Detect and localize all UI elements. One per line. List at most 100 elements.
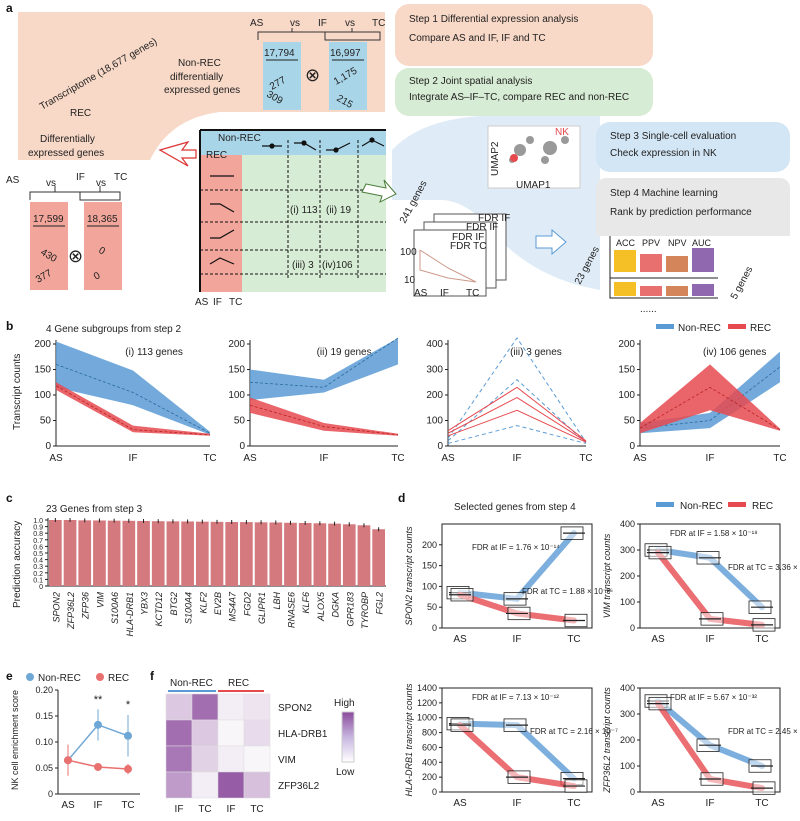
d-legend-nr-swatch (656, 502, 674, 507)
d-ytick-label: 1400 (417, 683, 437, 693)
b-ytick-label: 100 (618, 390, 635, 401)
f-row-label: SPON2 (278, 703, 312, 714)
rec-if: IF (76, 172, 85, 183)
c-ytick-label: 0.5 (33, 551, 43, 558)
d-frame-d_spon2 (441, 523, 593, 629)
e-point-REC (94, 762, 102, 771)
f-cell (191, 719, 219, 747)
grid-glyphs (209, 137, 385, 265)
c-ytick-label: 0.3 (33, 564, 43, 571)
c-ytick-label: 0.7 (33, 538, 43, 545)
c-bar (49, 520, 62, 586)
rec-right-2: 0 (92, 270, 103, 283)
ml-bars-row2 (614, 282, 714, 296)
c-ytick-label: 0.4 (33, 558, 43, 565)
d-xtick-label: AS (453, 798, 467, 809)
cell-iv: (iv)106 (322, 260, 353, 271)
d-xtick-label: TC (755, 798, 768, 809)
b-title: 4 Gene subgroups from step 2 (46, 324, 182, 335)
f-cell (243, 745, 271, 773)
c-bar (269, 522, 283, 586)
de-label-1: Differentially (40, 134, 95, 145)
b-subtitle-b_ii: (ii) 19 genes (317, 347, 372, 358)
d-ytick-label: 400 (620, 519, 635, 529)
nr-right-0: 16,997 (330, 48, 361, 59)
c-xtick-label: GPR183 (345, 592, 355, 627)
e-legend-nr-dot (26, 673, 34, 681)
d-fdr-tc-d_spon2: FDR at TC = 1.88 × 10⁻³⁶ (522, 587, 613, 596)
panel-label-b: b (6, 319, 13, 333)
e-sig-tc: * (126, 699, 131, 711)
e-point-REC (64, 756, 72, 765)
c-xtick-label: RNASE6 (286, 592, 296, 628)
fdr-lab-0: FDR IF (478, 213, 510, 224)
d-xtick-label: AS (651, 634, 665, 645)
grid-rec-label: REC (206, 150, 227, 161)
b-subtitle-b_iii: (iii) 3 genes (510, 347, 562, 358)
nr-box-left (263, 42, 301, 110)
b-line-REC (447, 386, 587, 442)
f-cell (217, 745, 245, 773)
b-subtitle-b_i: (i) 113 genes (125, 347, 183, 358)
c-ytick-label: 1.0 (33, 518, 43, 525)
d-ytick-label: 0 (630, 623, 635, 633)
f-row-label: HLA-DRB1 (278, 729, 328, 740)
b-mid-REC (249, 404, 399, 436)
f-colorbar (341, 711, 355, 763)
c-ytick-label: 0 (39, 584, 43, 591)
grid-axes (199, 129, 386, 292)
d-legend-nr: Non-REC (680, 501, 723, 512)
e-ytick-label: 0.20 (35, 685, 53, 695)
d-frame-d_hla (441, 687, 593, 793)
c-xtick-label: FGL2 (375, 592, 385, 615)
c-xtick-label: ALOX5 (316, 591, 326, 622)
rec-vs1: vs (46, 178, 56, 189)
umap-nk-cluster (510, 154, 518, 162)
b-ytick-label: 200 (426, 390, 443, 401)
green-arrow (361, 179, 397, 203)
f-col-label: TC (250, 804, 263, 815)
panel-label-f: f (150, 669, 155, 683)
c-xtick-label: S100A4 (184, 592, 194, 624)
b-line-Non-REC (447, 379, 587, 444)
b-ytick-label: 200 (618, 339, 635, 350)
c-xtick-label: BTG2 (169, 592, 179, 616)
e-legend-nr: Non-REC (38, 673, 81, 684)
b-mid-REC (55, 385, 211, 436)
ml-bars-row1 (614, 248, 714, 272)
e-ylabel: NK cell enrichment score (10, 690, 20, 790)
e-ytick-label: 0.10 (35, 737, 53, 747)
c-bar (151, 521, 165, 586)
step4-desc: Rank by prediction performance (610, 207, 752, 218)
c-bar (342, 524, 356, 586)
nr-bracket (257, 28, 381, 41)
c-xtick-label: LBH (272, 592, 282, 610)
panel-f-heatmap: SPON2 HLA-DRB1 VIM ZFP36L2 IF TC IF TC (165, 693, 328, 815)
f-row-label: ZFP36L2 (278, 781, 320, 792)
cell-ii: (ii) 19 (326, 205, 351, 216)
e-xtick-label: IF (94, 800, 103, 811)
metric-auc: AUC (692, 238, 712, 248)
c-bar (166, 521, 180, 586)
mini-x0: AS (414, 288, 428, 299)
d-ylabel-d_hla: HLA-DRB1 transcript counts (404, 683, 414, 797)
d-fdr-if-d_hla: FDR at IF = 7.13 × 10⁻¹² (472, 693, 559, 702)
step2-box: Step 2 Joint spatial analysis Integrate … (395, 68, 653, 116)
grid-x-if: IF (213, 297, 222, 308)
nr-if: IF (318, 18, 327, 29)
d-legend-rec-swatch (728, 502, 746, 507)
f-cell (243, 719, 271, 747)
mini-ybot: 10 (404, 275, 416, 286)
step4-title: Step 4 Machine learning (610, 188, 718, 199)
c-ytick-label: 0.2 (33, 571, 43, 578)
f-cell (165, 693, 193, 721)
b-ytick-label: 100 (34, 390, 51, 401)
e-point-Non-REC (94, 720, 102, 729)
b-xtick-label: AS (441, 453, 455, 464)
genes-5: 5 genes (729, 265, 755, 302)
d-xtick-label: IF (513, 798, 522, 809)
d-ytick-label: 1200 (417, 698, 437, 708)
cell-i: (i) 113 (290, 205, 318, 216)
rec-left-0: 17,599 (33, 214, 64, 225)
c-xtick-label: ZFP36L2 (66, 592, 76, 630)
